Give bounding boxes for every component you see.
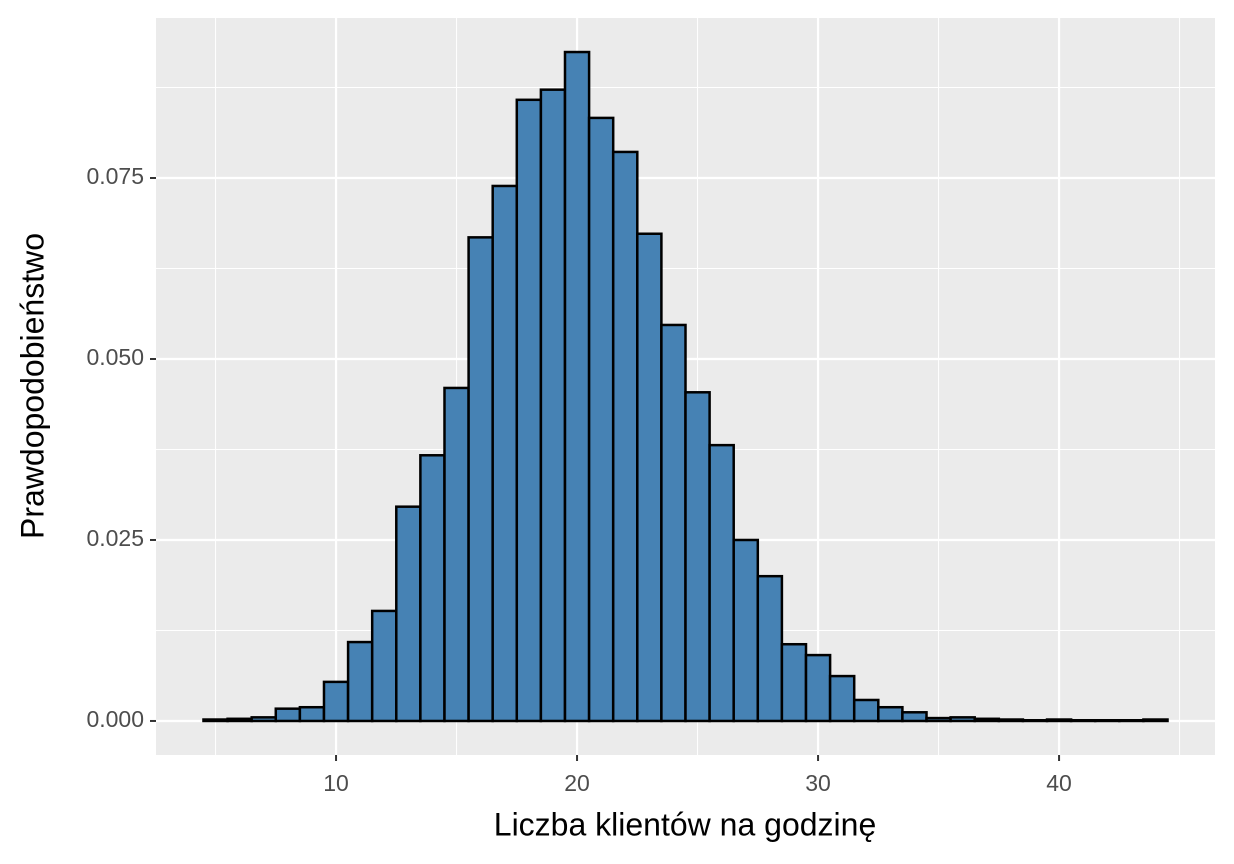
bar xyxy=(949,716,976,723)
bar xyxy=(226,717,253,723)
bar xyxy=(756,574,784,723)
bar xyxy=(563,50,591,723)
bar xyxy=(587,116,615,723)
bar xyxy=(997,718,1025,723)
bar xyxy=(419,454,446,723)
x-tick-label: 40 xyxy=(1046,770,1072,796)
y-tick-label: 0.075 xyxy=(86,163,144,189)
bar xyxy=(274,707,302,723)
bar xyxy=(684,391,711,723)
bar xyxy=(1118,718,1145,723)
bar xyxy=(467,236,494,723)
bar xyxy=(202,718,229,723)
bar xyxy=(1045,718,1073,723)
axes: 10 20 30 40 0.000 0.025 0.050 0.075 xyxy=(86,163,1071,796)
bar xyxy=(660,323,687,723)
bar xyxy=(395,505,422,723)
bar xyxy=(298,705,326,723)
bar xyxy=(732,538,760,723)
x-tick-label: 20 xyxy=(564,770,590,796)
y-tick-label: 0.000 xyxy=(86,706,144,732)
bar xyxy=(804,653,832,723)
x-tick-label: 30 xyxy=(805,770,831,796)
bar xyxy=(443,386,470,723)
bar xyxy=(1021,718,1049,723)
bar xyxy=(491,184,519,723)
bar xyxy=(1142,718,1169,723)
bar xyxy=(539,88,567,723)
bar xyxy=(1093,718,1121,723)
bar xyxy=(1069,718,1097,723)
x-tick-label: 10 xyxy=(323,770,349,796)
bar xyxy=(370,609,398,723)
y-axis-title: Prawdopodobieństwo xyxy=(14,233,50,539)
bar xyxy=(901,711,928,723)
bar xyxy=(973,717,1001,723)
bar xyxy=(925,716,952,723)
bar xyxy=(611,150,639,723)
bar xyxy=(322,680,350,723)
bar xyxy=(636,232,663,723)
bar xyxy=(346,640,374,723)
y-tick-label: 0.050 xyxy=(86,344,144,370)
y-tick-label: 0.025 xyxy=(86,525,144,551)
bars xyxy=(202,50,1169,723)
bar xyxy=(708,443,735,723)
bar xyxy=(515,98,543,723)
x-axis-title: Liczba klientów na godzinę xyxy=(494,806,876,842)
bar xyxy=(877,705,904,723)
bar xyxy=(852,698,880,723)
bar xyxy=(250,716,278,723)
bar xyxy=(828,674,856,723)
bar xyxy=(780,642,808,723)
